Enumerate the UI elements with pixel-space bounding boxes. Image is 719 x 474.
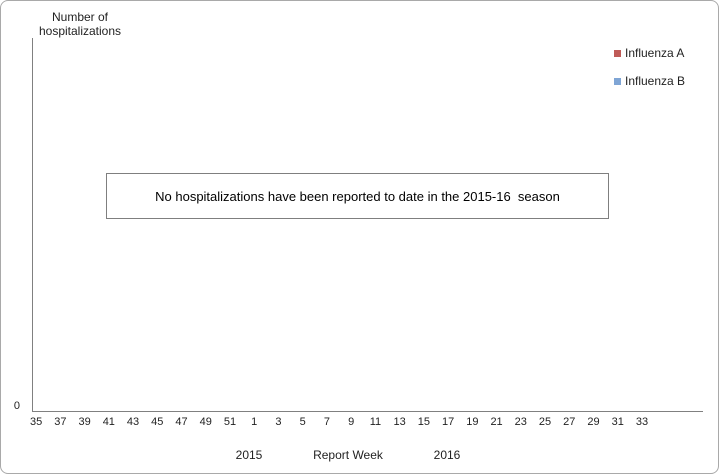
y-axis-tick-label-zero: 0 [13, 400, 20, 412]
y-axis-title: Number of hospitalizations [38, 10, 122, 38]
x-tick-label: 23 [514, 416, 527, 428]
x-tick-label: 9 [348, 416, 355, 428]
x-tick-label: 5 [299, 416, 306, 428]
influenza-a-swatch-icon [614, 49, 621, 57]
x-tick-label: 25 [538, 416, 552, 428]
x-tick-label: 39 [78, 416, 91, 428]
year-label-2016: 2016 [433, 448, 461, 462]
x-tick-label: 47 [175, 416, 188, 428]
year-label-2015: 2015 [235, 448, 263, 462]
x-tick-label: 41 [102, 416, 115, 428]
legend-label-influenza-a: Influenza A [625, 46, 685, 60]
x-tick-label: 17 [441, 416, 455, 428]
x-tick-label: 31 [611, 416, 624, 428]
x-tick-label: 51 [223, 416, 237, 428]
influenza-b-swatch-icon [614, 77, 621, 85]
x-tick-label: 7 [323, 416, 330, 428]
x-tick-label: 11 [369, 416, 382, 428]
x-tick-label: 43 [126, 416, 140, 428]
x-tick-label: 3 [275, 416, 282, 428]
legend-item-influenza-b: Influenza B [614, 74, 685, 88]
x-tick-label: 29 [587, 416, 600, 428]
legend-label-influenza-b: Influenza B [625, 74, 686, 88]
annotation-text: No hospitalizations have been reported t… [155, 188, 560, 204]
x-tick-label: 37 [54, 416, 67, 428]
x-tick-label: 49 [199, 416, 212, 428]
legend-item-influenza-a: Influenza A [614, 46, 685, 60]
x-tick-label: 13 [393, 416, 406, 428]
legend: Influenza A Influenza B [614, 46, 685, 88]
x-tick-label: 1 [251, 416, 258, 428]
x-tick-label: 45 [151, 416, 164, 428]
plot-area [32, 38, 703, 412]
x-tick-label: 35 [29, 416, 43, 428]
x-tick-label: 21 [490, 416, 503, 428]
annotation-box: No hospitalizations have been reported t… [106, 173, 609, 219]
x-axis-tick-labels: 35 37 39 41 43 45 47 49 51 1 3 5 7 9 11 … [24, 416, 654, 430]
x-axis-title: Report Week [313, 448, 383, 462]
x-tick-label: 19 [466, 416, 479, 428]
x-tick-label: 27 [563, 416, 576, 428]
x-tick-label: 33 [635, 416, 649, 428]
x-tick-label: 15 [417, 416, 430, 428]
